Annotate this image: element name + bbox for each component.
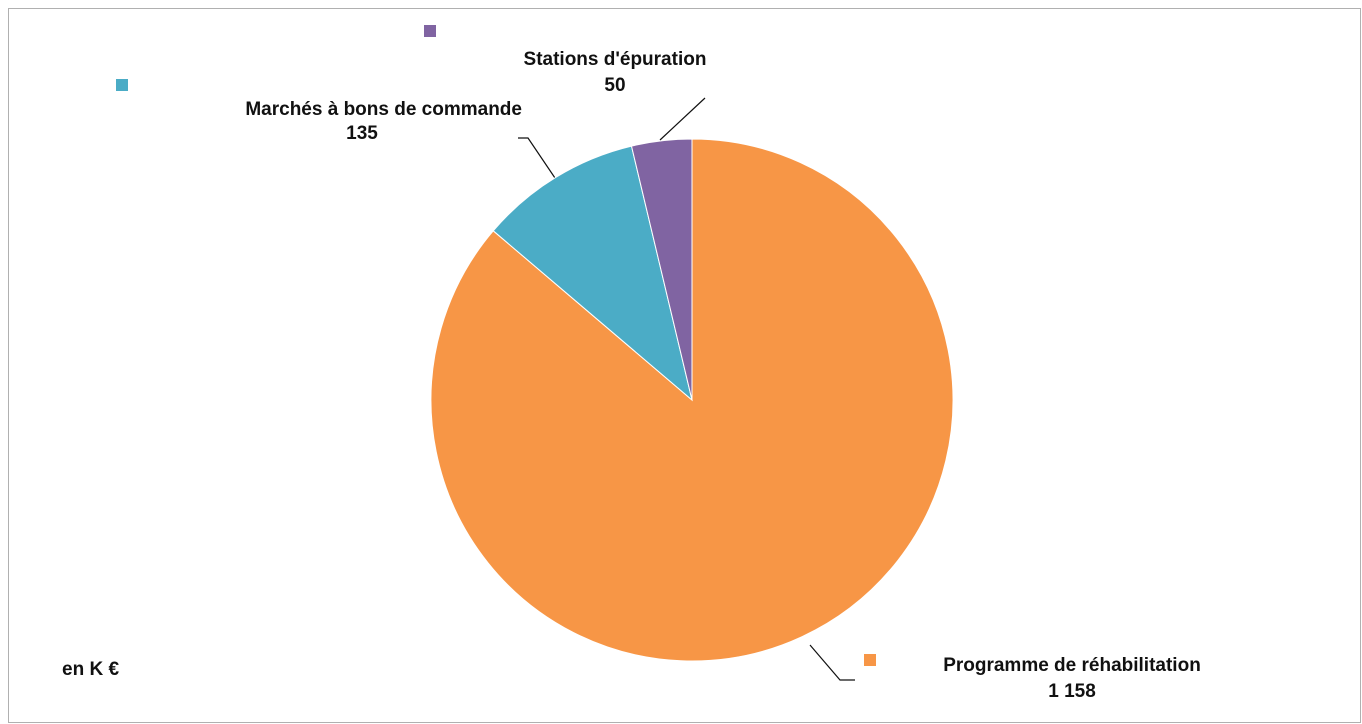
category-label: Marchés à bons de commande — [245, 99, 522, 120]
value-label: 50 — [604, 75, 625, 96]
legend-marker — [116, 79, 128, 91]
leader-line — [518, 137, 556, 179]
leader-line — [659, 97, 706, 141]
category-label: Stations d'épuration — [524, 49, 707, 70]
legend-marker — [424, 25, 436, 37]
unit-note: en K € — [62, 659, 119, 680]
value-label: 1 158 — [1048, 681, 1096, 702]
value-label: 135 — [346, 123, 378, 144]
category-label: Programme de réhabilitation — [943, 655, 1201, 676]
legend-marker — [864, 654, 876, 666]
leader-line — [809, 644, 855, 681]
pie-slice — [430, 138, 954, 662]
pie-slice — [630, 138, 693, 401]
pie-slice — [492, 145, 693, 402]
